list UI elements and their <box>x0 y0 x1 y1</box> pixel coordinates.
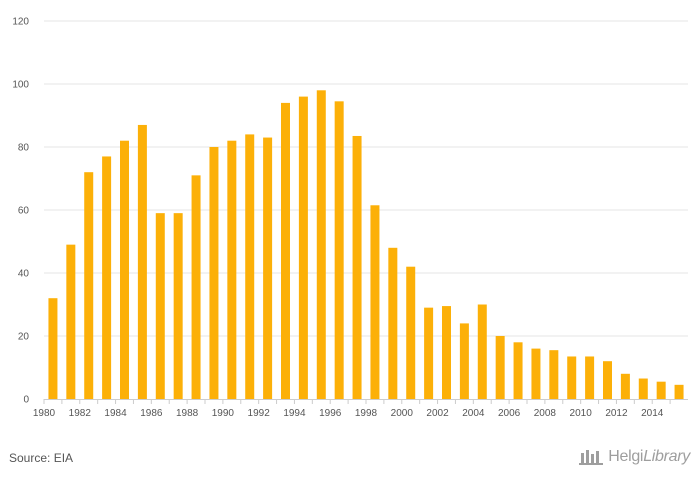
x-tick-label: 2004 <box>462 408 485 419</box>
bar-1982 <box>84 172 94 399</box>
bar-1996 <box>334 101 344 399</box>
bar-2015 <box>674 384 684 399</box>
x-tick-label: 1990 <box>212 408 235 419</box>
bars <box>48 90 684 400</box>
bar-1995 <box>316 90 326 400</box>
y-axis-tick-labels: 0 20 40 60 80 100 120 <box>12 17 29 406</box>
bar-chart: 0 20 40 60 80 100 120 1980 1982 1984 1986 1988 1990… <box>12 17 688 419</box>
bar-2008 <box>549 350 559 399</box>
y-tick-label: 0 <box>23 395 29 406</box>
bar-2012 <box>620 373 630 399</box>
bar-1992 <box>263 137 273 400</box>
logo-text-main: Helgi <box>608 448 644 465</box>
x-axis <box>43 399 688 404</box>
bar-1983 <box>102 156 112 399</box>
y-tick-label: 20 <box>18 332 30 343</box>
x-tick-label: 2012 <box>605 408 628 419</box>
y-tick-label: 60 <box>18 206 30 217</box>
bar-1997 <box>352 135 362 399</box>
x-tick-label: 2008 <box>534 408 557 419</box>
bar-1987 <box>173 213 183 399</box>
bar-1986 <box>155 213 165 399</box>
bar-1993 <box>281 102 290 400</box>
bar-1989 <box>209 147 219 399</box>
x-tick-label: 1984 <box>104 408 127 419</box>
bar-2007 <box>531 348 541 399</box>
y-tick-label: 80 <box>18 143 30 154</box>
x-tick-label: 1994 <box>283 408 306 419</box>
bar-1998 <box>370 205 380 399</box>
bar-2000 <box>406 266 416 399</box>
x-axis-tick-labels: 1980 1982 1984 1986 1988 1990 1992 1994 1996 1998… <box>33 408 664 419</box>
bar-2003 <box>459 323 469 399</box>
x-tick-label: 2010 <box>570 408 593 419</box>
x-tick-label: 2000 <box>391 408 414 419</box>
bar-1988 <box>191 175 201 399</box>
y-tick-label: 100 <box>12 80 29 91</box>
logo-text-lib: Library <box>643 448 690 465</box>
x-tick-label: 2014 <box>641 408 664 419</box>
bar-1999 <box>388 247 398 399</box>
bar-2009 <box>567 356 577 399</box>
bar-2005 <box>495 336 505 399</box>
bar-2004 <box>477 304 487 399</box>
bar-2014 <box>656 381 666 399</box>
bar-2001 <box>424 307 434 399</box>
source-note: Source: EIA <box>9 451 74 465</box>
bar-2010 <box>585 356 595 399</box>
bar-1991 <box>245 134 255 399</box>
x-tick-label: 1998 <box>355 408 378 419</box>
x-tick-label: 1988 <box>176 408 199 419</box>
helgi-library-logo-icon <box>579 450 604 465</box>
x-tick-label: 2006 <box>498 408 521 419</box>
gridlines <box>44 20 688 337</box>
x-tick-label: 1986 <box>140 408 163 419</box>
bar-1981 <box>66 244 76 399</box>
y-tick-label: 40 <box>18 269 30 280</box>
bar-2002 <box>442 306 451 399</box>
x-tick-label: 1982 <box>69 408 92 419</box>
bar-1990 <box>227 140 237 399</box>
helgi-library-logo: HelgiLibrary <box>579 448 690 466</box>
x-tick-label: 1992 <box>248 408 271 419</box>
bar-2006 <box>513 342 523 399</box>
y-tick-label: 120 <box>12 17 29 28</box>
bar-1994 <box>298 96 308 399</box>
bar-1980 <box>48 298 58 399</box>
bar-2013 <box>638 378 648 399</box>
x-tick-label: 1980 <box>33 408 56 419</box>
bar-1984 <box>120 140 129 399</box>
x-tick-label: 1996 <box>319 408 342 419</box>
logo-wordmark: HelgiLibrary <box>608 448 690 466</box>
bar-2011 <box>603 361 612 399</box>
x-tick-label: 2002 <box>426 408 449 419</box>
bar-1985 <box>137 124 147 399</box>
